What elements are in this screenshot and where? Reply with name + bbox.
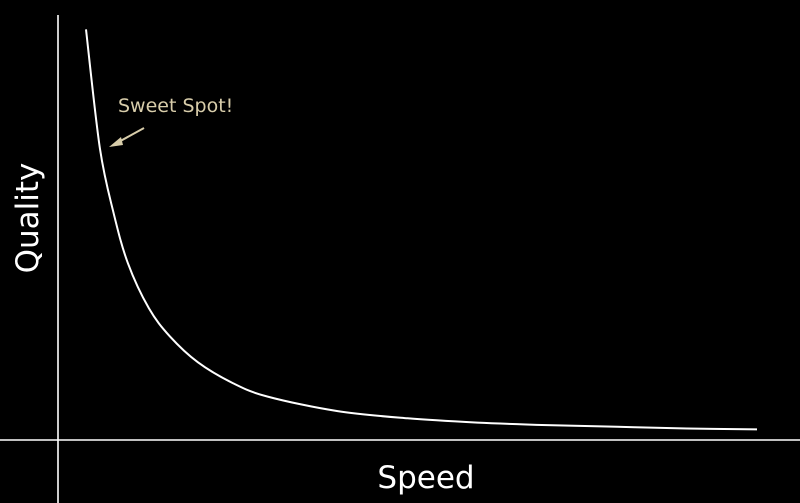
series-line-curve: [85, 29, 758, 431]
x-axis-label: Speed: [377, 460, 474, 496]
annotation-text: Sweet Spot!: [118, 95, 233, 117]
annotation: Sweet Spot!: [109, 95, 233, 147]
y-axis-label: Quality: [10, 163, 46, 274]
annotation-arrow-head-icon: [109, 137, 123, 147]
